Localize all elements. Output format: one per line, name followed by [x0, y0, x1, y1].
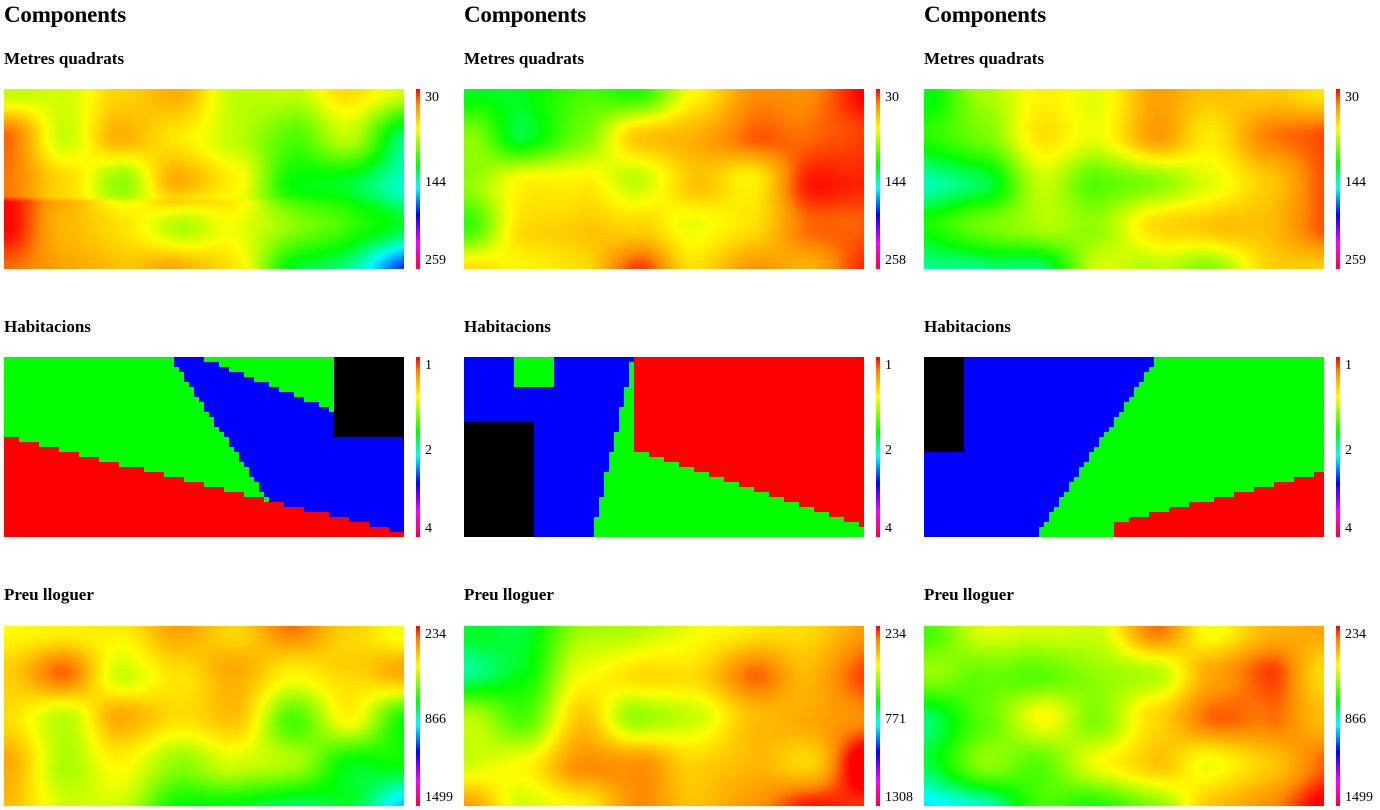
color-scale-bar: [876, 89, 880, 269]
panel-label-preu-lloguer: Preu lloguer: [4, 585, 94, 604]
color-scale-bar: [416, 357, 420, 537]
scale-tick-label: 234: [425, 627, 446, 642]
panel-label-metres-quadrats: Metres quadrats: [4, 49, 125, 68]
scale-tick-label: 1: [425, 358, 432, 373]
scale-tick-label: 30: [885, 90, 899, 105]
scale-tick-label: 30: [425, 90, 439, 105]
scale-tick-label: 1308: [885, 790, 913, 805]
panel-label-habitacions: Habitacions: [4, 317, 91, 336]
scale-tick-label: 144: [885, 175, 906, 190]
scale-tick-label: 1499: [1345, 790, 1373, 805]
scale-tick-label: 1499: [425, 790, 453, 805]
heatmap-habitacions: [924, 357, 1324, 537]
heatmap-metres-quadrats: [4, 89, 404, 269]
heatmap-metres-quadrats: [464, 89, 864, 269]
component-column-3: Components Metres quadrats 30 144 259 Habitac…: [924, 0, 1379, 810]
scale-tick-label: 234: [885, 627, 906, 642]
heatmap-preu-lloguer: [464, 626, 864, 806]
heatmap-preu-lloguer: [4, 626, 404, 806]
scale-tick-label: 1: [1345, 358, 1352, 373]
scale-tick-label: 866: [425, 712, 446, 727]
heatmap-preu-lloguer: [924, 626, 1324, 806]
scale-tick-label: 2: [425, 443, 432, 458]
scale-tick-label: 144: [425, 175, 446, 190]
panel-label-preu-lloguer: Preu lloguer: [924, 585, 1014, 604]
color-scale-bar: [1336, 626, 1340, 806]
panel-label-preu-lloguer: Preu lloguer: [464, 585, 554, 604]
panel-label-metres-quadrats: Metres quadrats: [924, 49, 1045, 68]
panel-label-habitacions: Habitacions: [464, 317, 551, 336]
scale-tick-label: 234: [1345, 627, 1366, 642]
scale-tick-label: 2: [885, 443, 892, 458]
scale-tick-label: 4: [885, 521, 892, 536]
heatmap-metres-quadrats: [924, 89, 1324, 269]
scale-tick-label: 866: [1345, 712, 1366, 727]
panel-label-metres-quadrats: Metres quadrats: [464, 49, 585, 68]
panel-label-habitacions: Habitacions: [924, 317, 1011, 336]
scale-tick-label: 4: [1345, 521, 1352, 536]
scale-tick-label: 258: [885, 253, 906, 268]
heatmap-habitacions: [4, 357, 404, 537]
scale-tick-label: 259: [1345, 253, 1366, 268]
scale-tick-label: 144: [1345, 175, 1366, 190]
column-title: Components: [924, 2, 1046, 27]
color-scale-bar: [876, 626, 880, 806]
color-scale-bar: [416, 626, 420, 806]
column-title: Components: [464, 2, 586, 27]
component-column-1: Components Metres quadrats 30 144 259 Habitac…: [4, 0, 459, 810]
color-scale-bar: [416, 89, 420, 269]
component-column-2: Components Metres quadrats 30 144 258 Habitac…: [464, 0, 919, 810]
scale-tick-label: 771: [885, 712, 906, 727]
scale-tick-label: 4: [425, 521, 432, 536]
column-title: Components: [4, 2, 126, 27]
scale-tick-label: 1: [885, 358, 892, 373]
color-scale-bar: [1336, 357, 1340, 537]
scale-tick-label: 30: [1345, 90, 1359, 105]
color-scale-bar: [876, 357, 880, 537]
scale-tick-label: 259: [425, 253, 446, 268]
color-scale-bar: [1336, 89, 1340, 269]
heatmap-habitacions: [464, 357, 864, 537]
scale-tick-label: 2: [1345, 443, 1352, 458]
